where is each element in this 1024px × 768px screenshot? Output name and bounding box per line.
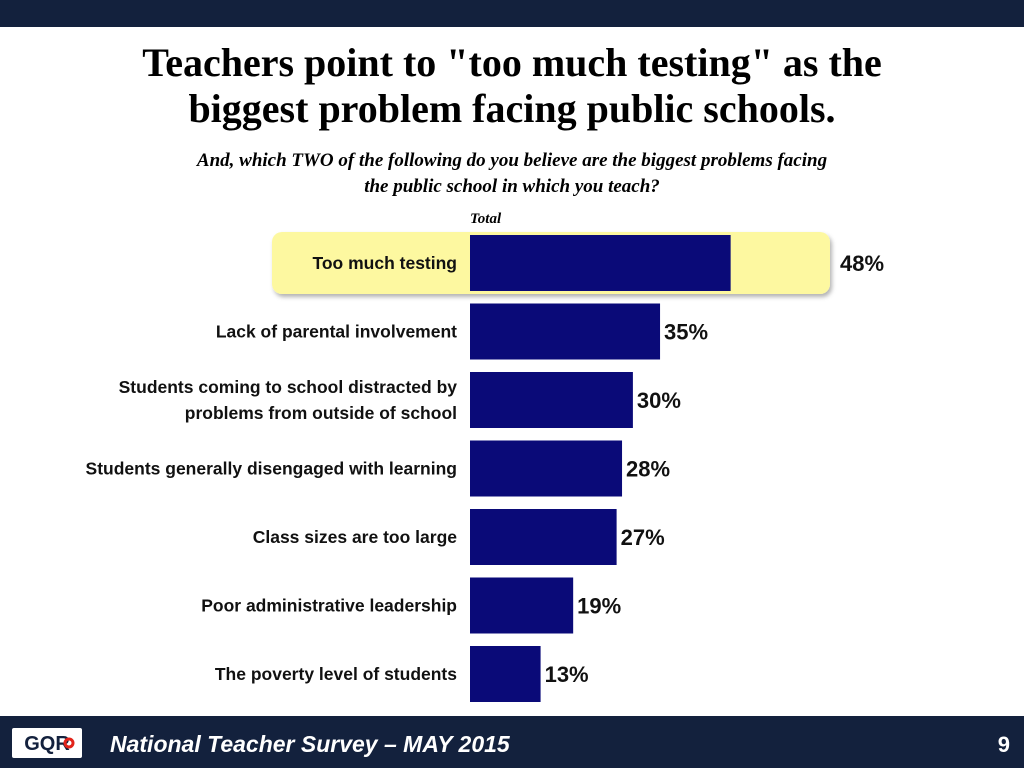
bar — [470, 577, 574, 634]
question-line-1: And, which TWO of the following do you b… — [196, 150, 828, 171]
bar — [470, 440, 623, 497]
bar — [470, 372, 633, 428]
bar-row: Class sizes are too large 27% — [253, 509, 665, 565]
value-label: 28% — [626, 457, 670, 482]
question-line-2: the public school in which you teach? — [364, 176, 660, 197]
bar-chart: Too much testing 48% Lack of parental invo… — [86, 232, 884, 702]
footer-survey-title: National Teacher Survey – MAY 2015 — [110, 731, 510, 757]
bar-row: Students generally disengaged with learn… — [86, 440, 670, 497]
category-label: Too much testing — [312, 253, 457, 273]
bar-row: Too much testing 48% — [272, 232, 884, 294]
category-label: The poverty level of students — [215, 664, 457, 684]
footer-bar: GQR National Teacher Survey – MAY 2015 9 — [0, 716, 1024, 768]
title-line-2: biggest problem facing public schools. — [188, 86, 836, 131]
bar — [470, 235, 731, 291]
logo-text: GQR — [24, 733, 70, 755]
category-label: Class sizes are too large — [253, 527, 458, 547]
value-label: 48% — [840, 251, 884, 276]
category-label: problems from outside of school — [185, 403, 457, 423]
question-text: And, which TWO of the following do you b… — [100, 148, 924, 200]
value-label: 13% — [545, 662, 589, 687]
value-label: 19% — [577, 594, 621, 619]
bar — [470, 646, 541, 702]
bar — [470, 509, 617, 565]
category-label: Lack of parental involvement — [216, 322, 457, 342]
value-label: 27% — [621, 525, 665, 550]
bar — [470, 303, 661, 360]
bar-row: Students coming to school distracted by p… — [119, 372, 681, 428]
bar-row: Lack of parental involvement 35% — [216, 303, 708, 360]
bar-row: The poverty level of students 13% — [215, 646, 589, 702]
title-line-1: Teachers point to "too much testing" as … — [142, 40, 882, 85]
column-header-total: Total — [470, 211, 502, 227]
page-number: 9 — [997, 732, 1010, 757]
bar-row: Poor administrative leadership 19% — [201, 577, 621, 634]
value-label: 35% — [664, 320, 708, 345]
category-label: Poor administrative leadership — [201, 596, 457, 616]
gqr-logo: GQR — [12, 728, 82, 758]
category-label: Students generally disengaged with learn… — [86, 459, 457, 479]
category-label: Students coming to school distracted by — [119, 377, 458, 397]
page-title: Teachers point to "too much testing" as … — [40, 40, 984, 132]
top-band — [0, 0, 1024, 27]
value-label: 30% — [637, 388, 681, 413]
